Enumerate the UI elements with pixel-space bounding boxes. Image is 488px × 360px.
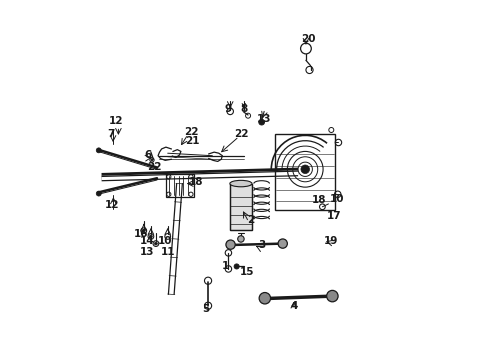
Circle shape (300, 165, 309, 174)
Text: 22: 22 (147, 162, 162, 172)
Text: 20: 20 (301, 34, 315, 44)
Text: 19: 19 (323, 236, 337, 246)
Ellipse shape (229, 180, 251, 187)
Bar (229, 184, 251, 230)
Circle shape (259, 293, 270, 304)
Text: 6: 6 (144, 150, 151, 160)
Circle shape (237, 236, 244, 242)
Circle shape (96, 191, 101, 196)
Text: 3: 3 (258, 240, 264, 250)
Text: 2: 2 (247, 215, 254, 225)
Circle shape (142, 229, 145, 232)
Text: 18: 18 (189, 177, 203, 187)
Circle shape (258, 119, 264, 125)
Text: 4: 4 (289, 301, 297, 311)
Text: 21: 21 (185, 136, 200, 147)
Text: 7: 7 (107, 129, 114, 139)
Circle shape (326, 291, 337, 302)
Circle shape (96, 148, 101, 153)
Circle shape (149, 235, 152, 238)
Text: 9: 9 (224, 104, 231, 113)
Text: 14: 14 (140, 236, 154, 246)
Bar (229, 184, 251, 230)
Text: 16: 16 (133, 229, 148, 239)
Circle shape (151, 159, 153, 161)
FancyArrowPatch shape (242, 104, 245, 107)
Circle shape (278, 239, 287, 248)
Text: 22: 22 (233, 129, 248, 139)
Text: 10: 10 (329, 194, 343, 203)
Bar (274, 134, 334, 210)
Text: 22: 22 (183, 127, 198, 137)
Circle shape (234, 264, 239, 269)
Text: 1: 1 (222, 261, 229, 271)
Text: 15: 15 (240, 267, 254, 277)
Text: 12: 12 (108, 116, 123, 126)
Text: 18: 18 (312, 195, 326, 204)
Text: 10: 10 (158, 236, 172, 246)
Circle shape (154, 242, 157, 245)
Text: 12: 12 (104, 200, 119, 210)
Bar (165, 174, 193, 197)
Text: 8: 8 (241, 104, 247, 113)
Text: 11: 11 (160, 247, 175, 257)
Text: 13: 13 (140, 247, 154, 257)
Circle shape (225, 240, 235, 249)
Text: 5: 5 (202, 304, 209, 314)
Text: 13: 13 (256, 114, 271, 124)
Text: 17: 17 (326, 211, 341, 221)
